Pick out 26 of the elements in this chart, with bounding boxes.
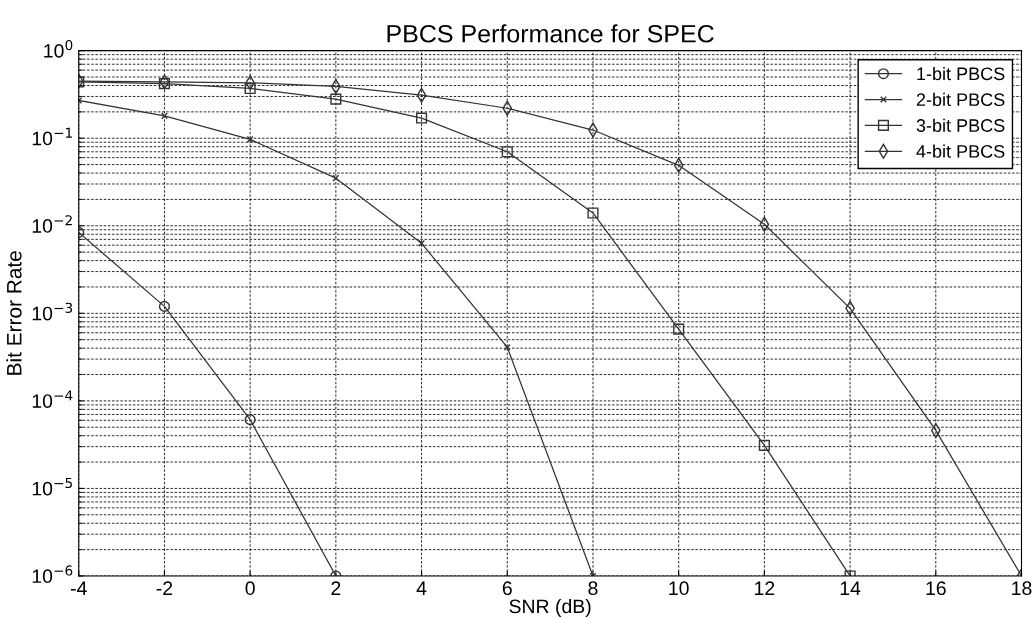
y-tick-label: 10$^{−3}$ xyxy=(32,302,73,321)
legend-label: 3-bit PBCS xyxy=(916,118,1005,132)
chart-title: PBCS Performance for SPEC xyxy=(387,24,714,43)
y-tick-label: 10$^{0}$ xyxy=(44,40,73,58)
x-tick-label: 18 xyxy=(1012,581,1032,596)
x-tick-label: 12 xyxy=(755,581,775,595)
y-axis-title: Bit Error Rate xyxy=(6,251,22,375)
x-tick-label: 14 xyxy=(840,581,861,595)
x-tick-label: -4 xyxy=(70,581,87,595)
x-tick-label: 16 xyxy=(926,581,946,596)
x-axis-title: SNR (dB) xyxy=(509,598,591,618)
y-tick-label: 10$^{−6}$ xyxy=(32,565,73,584)
y-tick-label: 10$^{−1}$ xyxy=(32,127,72,146)
x-tick-label: 2 xyxy=(331,581,341,595)
x-tick-label: 8 xyxy=(588,581,598,596)
legend-label: 2-bit PBCS xyxy=(916,92,1005,107)
legend-label: 4-bit PBCS xyxy=(916,144,1005,158)
x-tick-label: -2 xyxy=(156,581,173,595)
x-tick-label: 4 xyxy=(416,581,427,595)
x-tick-label: 10 xyxy=(669,581,689,596)
y-tick-label: 10$^{−4}$ xyxy=(32,390,73,408)
x-tick-label: 0 xyxy=(245,581,255,596)
y-tick-label: 10$^{−2}$ xyxy=(32,215,72,233)
legend-label: 1-bit PBCS xyxy=(917,66,1005,81)
y-tick-label: 10$^{−5}$ xyxy=(32,477,72,496)
x-tick-label: 6 xyxy=(502,581,512,596)
